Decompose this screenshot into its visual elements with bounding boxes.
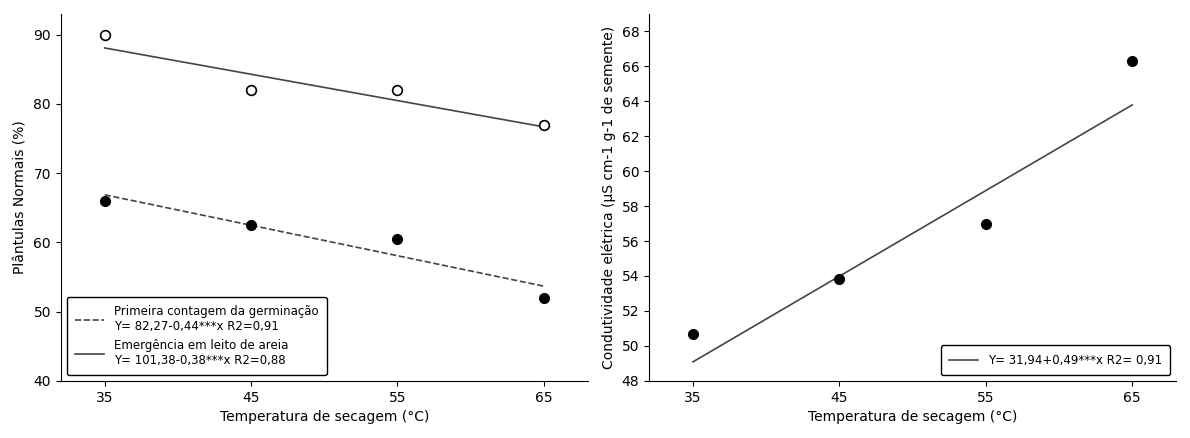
Y-axis label: Plântulas Normais (%): Plântulas Normais (%)	[14, 120, 27, 274]
Legend: Primeira contagem da germinação
Y= 82,27-0,44***x R2=0,91, Emergência em leito d: Primeira contagem da germinação Y= 82,27…	[67, 297, 327, 375]
Y-axis label: Condutividade elétrica (μS cm-1 g-1 de semente): Condutividade elétrica (μS cm-1 g-1 de s…	[602, 26, 616, 369]
X-axis label: Temperatura de secagem (°C): Temperatura de secagem (°C)	[808, 410, 1017, 424]
Legend: Y= 31,94+0,49***x R2= 0,91: Y= 31,94+0,49***x R2= 0,91	[940, 346, 1170, 375]
X-axis label: Temperatura de secagem (°C): Temperatura de secagem (°C)	[220, 410, 428, 424]
